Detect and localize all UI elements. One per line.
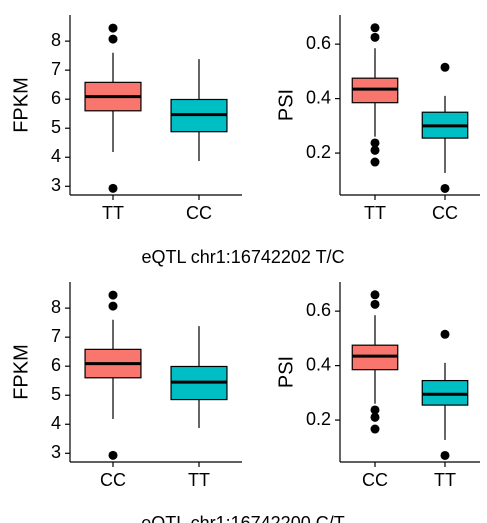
outlier <box>440 62 450 72</box>
outlier <box>108 34 118 44</box>
outlier <box>108 301 118 311</box>
y-tick-label: 3 <box>51 442 61 462</box>
y-tick-label: 8 <box>51 297 61 317</box>
y-tick-label: 6 <box>51 88 61 108</box>
y-tick-label: 0.6 <box>306 33 331 53</box>
y-tick-label: 4 <box>51 146 61 166</box>
y-axis-label: PSI <box>275 89 297 121</box>
x-tick-label: TT <box>364 203 386 223</box>
x-tick-label: CC <box>186 203 212 223</box>
outlier <box>440 329 450 339</box>
y-tick-label: 3 <box>51 175 61 195</box>
caption: eQTL chr1:16742202 T/C <box>141 247 344 267</box>
x-tick-label: CC <box>362 470 388 490</box>
outlier <box>370 138 380 148</box>
y-tick-label: 0.6 <box>306 300 331 320</box>
y-tick-label: 5 <box>51 117 61 137</box>
y-axis-label: PSI <box>275 356 297 388</box>
y-tick-label: 4 <box>51 413 61 433</box>
outlier <box>370 299 380 309</box>
outlier <box>440 183 450 193</box>
outlier <box>370 290 380 300</box>
x-tick-label: TT <box>188 470 210 490</box>
caption: eQTL chr1:16742200 C/T <box>141 513 344 523</box>
x-tick-label: TT <box>102 203 124 223</box>
outlier <box>370 145 380 155</box>
y-tick-label: 0.2 <box>306 409 331 429</box>
x-tick-label: TT <box>434 470 456 490</box>
outlier <box>370 424 380 434</box>
outlier <box>108 183 118 193</box>
outlier <box>370 32 380 42</box>
outlier <box>370 23 380 33</box>
x-tick-label: CC <box>100 470 126 490</box>
y-tick-label: 8 <box>51 30 61 50</box>
y-axis-label: FPKM <box>10 77 32 133</box>
outlier <box>108 290 118 300</box>
outlier <box>370 157 380 167</box>
y-axis-label: FPKM <box>10 344 32 400</box>
outlier <box>370 405 380 415</box>
outlier <box>370 412 380 422</box>
y-tick-label: 5 <box>51 384 61 404</box>
y-tick-label: 7 <box>51 326 61 346</box>
outlier <box>108 23 118 33</box>
y-tick-label: 6 <box>51 355 61 375</box>
y-tick-label: 0.4 <box>306 354 331 374</box>
y-tick-label: 7 <box>51 59 61 79</box>
y-tick-label: 0.4 <box>306 87 331 107</box>
y-tick-label: 0.2 <box>306 142 331 162</box>
x-tick-label: CC <box>432 203 458 223</box>
outlier <box>108 450 118 460</box>
outlier <box>440 450 450 460</box>
